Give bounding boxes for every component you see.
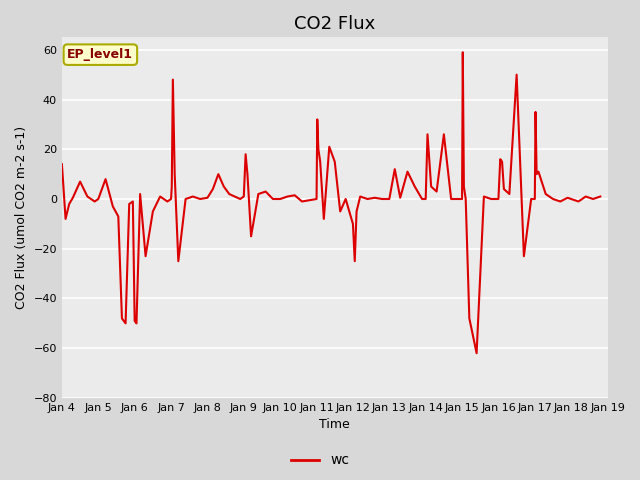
Title: CO2 Flux: CO2 Flux <box>294 15 376 33</box>
Legend: wc: wc <box>285 448 355 473</box>
Text: EP_level1: EP_level1 <box>67 48 133 61</box>
Y-axis label: CO2 Flux (umol CO2 m-2 s-1): CO2 Flux (umol CO2 m-2 s-1) <box>15 126 28 309</box>
X-axis label: Time: Time <box>319 419 350 432</box>
